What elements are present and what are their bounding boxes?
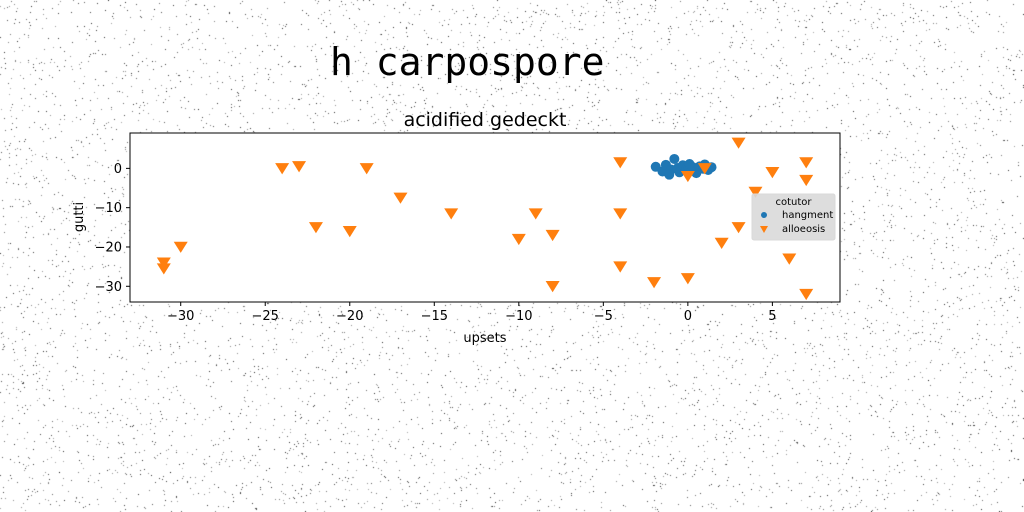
- alloeosis-point: [613, 157, 628, 169]
- alloeosis-point: [799, 288, 814, 301]
- alloeosis-point: [731, 137, 746, 149]
- plot-area: [129, 132, 841, 303]
- alloeosis-point: [731, 222, 746, 234]
- y-axis-label: gutti: [72, 202, 87, 232]
- hangment-point: [669, 153, 680, 164]
- y-tick-label: −20: [95, 240, 122, 255]
- alloeosis-point: [511, 233, 526, 246]
- data-markers: [156, 137, 814, 301]
- y-tick-label: −30: [95, 280, 122, 295]
- alloeosis-point: [799, 157, 814, 169]
- alloeosis-point: [444, 208, 459, 220]
- alloeosis-point: [393, 192, 408, 204]
- legend-title: cotutor: [775, 197, 812, 208]
- alloeosis-point: [613, 261, 628, 273]
- hangment-point: [664, 169, 675, 180]
- alloeosis-point: [647, 277, 662, 289]
- chart-title: acidified gedeckt: [404, 109, 567, 131]
- legend: cotutor hangment alloeosis: [751, 193, 836, 241]
- alloeosis-point: [275, 163, 290, 175]
- x-tick-label: −10: [505, 309, 532, 324]
- alloeosis-point: [613, 208, 628, 220]
- alloeosis-point: [342, 226, 357, 238]
- alloeosis-point: [292, 161, 307, 173]
- hangment-point: [684, 159, 695, 170]
- alloeosis-point: [156, 257, 171, 269]
- alloeosis-point: [714, 237, 729, 249]
- legend-marker-hangment: [761, 212, 767, 218]
- alloeosis-point: [680, 273, 695, 285]
- alloeosis-point: [156, 263, 171, 275]
- x-tick-label: −20: [336, 309, 363, 324]
- figure-suptitle: h carpospore: [330, 40, 605, 84]
- x-tick-label: −25: [252, 309, 279, 324]
- x-tick-label: 5: [768, 309, 776, 324]
- alloeosis-point: [799, 174, 814, 187]
- alloeosis-point: [765, 167, 780, 179]
- x-tick-label: 0: [684, 309, 692, 324]
- legend-label-alloeosis: alloeosis: [782, 224, 825, 235]
- x-tick-label: −5: [594, 309, 613, 324]
- alloeosis-point: [680, 170, 695, 183]
- alloeosis-point: [528, 208, 543, 220]
- y-tick-label: −10: [95, 201, 122, 216]
- alloeosis-point: [308, 222, 323, 234]
- x-axis-ticks: −30 −25 −20 −15 −10 −5 0 5: [167, 302, 777, 324]
- plot-frame: [129, 132, 841, 303]
- legend-label-hangment: hangment: [782, 210, 833, 221]
- x-tick-label: −30: [167, 309, 194, 324]
- alloeosis-point: [173, 241, 188, 253]
- legend-box: [751, 193, 836, 241]
- alloeosis-point: [697, 163, 712, 175]
- y-axis-ticks: 0 −10 −20 −30: [95, 162, 130, 295]
- alloeosis-point: [748, 186, 763, 198]
- alloeosis-point: [545, 281, 560, 293]
- x-axis-label: upsets: [463, 331, 506, 346]
- alloeosis-point: [545, 229, 560, 242]
- y-tick-label: 0: [114, 162, 122, 177]
- alloeosis-point: [782, 253, 797, 265]
- alloeosis-point: [359, 163, 374, 175]
- x-tick-label: −15: [421, 309, 448, 324]
- legend-marker-alloeosis: [760, 226, 768, 233]
